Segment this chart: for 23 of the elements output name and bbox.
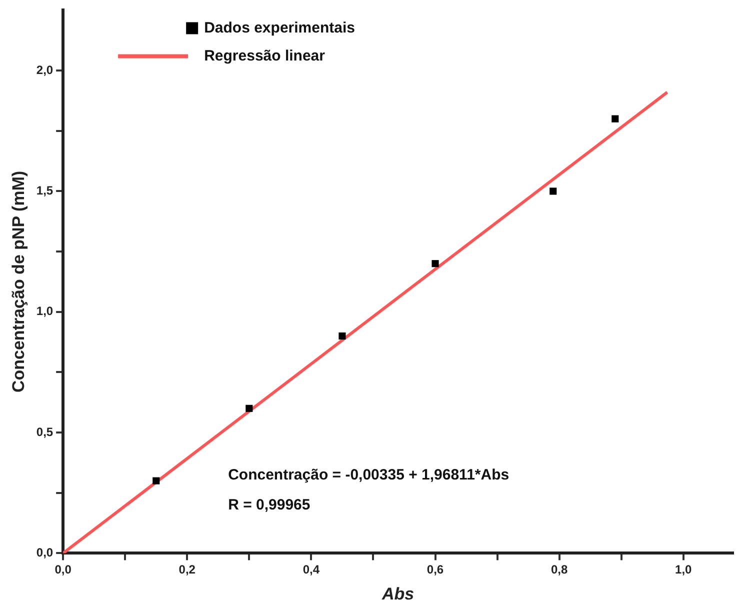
annotation: R = 0,99965	[228, 496, 310, 514]
annotation: Concentração = -0,00335 + 1,96811*Abs	[228, 466, 510, 484]
point	[246, 404, 253, 412]
legend-label: Dados experimentais	[204, 19, 355, 36]
point	[338, 332, 346, 340]
y-tick-label: 0,5	[36, 424, 54, 439]
x-tick-label: 1,0	[675, 562, 692, 577]
point	[612, 115, 619, 122]
legend-label: Regressão linear	[204, 47, 326, 64]
y-tick-label: 0,0	[36, 546, 54, 560]
x-tick-label: 0,2	[178, 562, 196, 577]
x-tick-label: 0,6	[426, 562, 444, 577]
y-tick-label: 1,5	[36, 184, 54, 198]
point	[152, 477, 160, 484]
y-tick-label: 1,0	[36, 304, 54, 318]
x-tick-label: 0,4	[302, 562, 320, 577]
x-axis-title: Abs	[380, 584, 414, 604]
point	[432, 260, 439, 268]
x-tick-label: 0,0	[54, 562, 72, 577]
point	[550, 188, 557, 195]
x-tick-label: 0,8	[550, 562, 568, 577]
y-axis-title: Concentração de pNP (mM)	[8, 170, 28, 393]
y-tick-label: 2,0	[36, 62, 54, 77]
